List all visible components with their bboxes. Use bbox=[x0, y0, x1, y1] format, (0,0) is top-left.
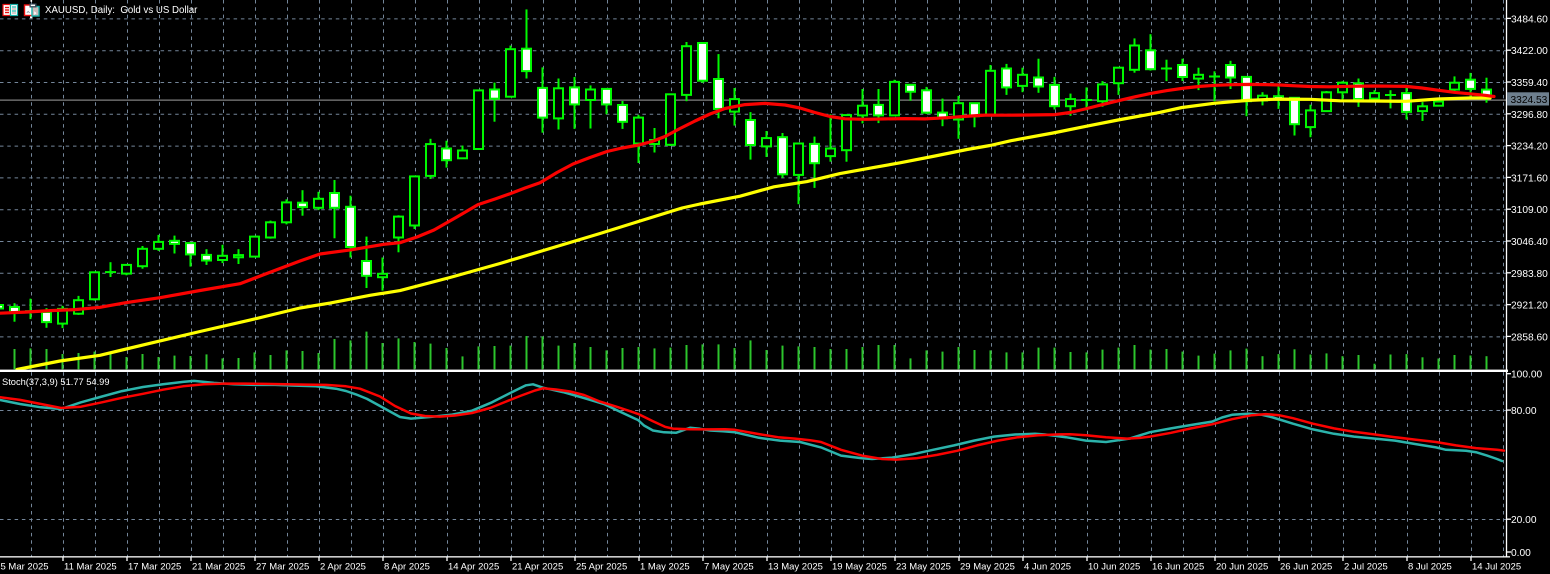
svg-text:14 Apr 2025: 14 Apr 2025 bbox=[448, 562, 499, 573]
svg-text:1 May 2025: 1 May 2025 bbox=[640, 562, 690, 573]
svg-text:3296.80: 3296.80 bbox=[1511, 110, 1548, 121]
svg-text:20.00: 20.00 bbox=[1511, 515, 1537, 526]
svg-text:14 Jul 2025: 14 Jul 2025 bbox=[1472, 562, 1521, 573]
svg-text:26 Jun 2025: 26 Jun 2025 bbox=[1280, 562, 1332, 573]
svg-text:3484.60: 3484.60 bbox=[1511, 14, 1548, 25]
svg-text:4 Jun 2025: 4 Jun 2025 bbox=[1024, 562, 1071, 573]
svg-text:17 Mar 2025: 17 Mar 2025 bbox=[128, 562, 181, 573]
svg-text:19 May 2025: 19 May 2025 bbox=[832, 562, 887, 573]
svg-text:3422.00: 3422.00 bbox=[1511, 46, 1548, 57]
svg-text:20 Jun 2025: 20 Jun 2025 bbox=[1216, 562, 1268, 573]
svg-text:21 Mar 2025: 21 Mar 2025 bbox=[192, 562, 245, 573]
svg-text:3171.60: 3171.60 bbox=[1511, 173, 1548, 184]
svg-text:7 May 2025: 7 May 2025 bbox=[704, 562, 754, 573]
svg-text:XAUUSD, Daily: Gold vs US Dol: XAUUSD, Daily: Gold vs US Dollar bbox=[45, 5, 198, 16]
svg-text:29 May 2025: 29 May 2025 bbox=[960, 562, 1015, 573]
svg-text:3324.53: 3324.53 bbox=[1511, 95, 1548, 106]
svg-text:8 Jul 2025: 8 Jul 2025 bbox=[1408, 562, 1452, 573]
svg-text:2983.80: 2983.80 bbox=[1511, 269, 1548, 280]
svg-text:3046.40: 3046.40 bbox=[1511, 237, 1548, 248]
svg-text:27 Mar 2025: 27 Mar 2025 bbox=[256, 562, 309, 573]
svg-text:Stoch(37,3,9) 51.77 54.99: Stoch(37,3,9) 51.77 54.99 bbox=[2, 377, 110, 387]
svg-text:25 Apr 2025: 25 Apr 2025 bbox=[576, 562, 627, 573]
svg-text:3109.00: 3109.00 bbox=[1511, 205, 1548, 216]
svg-text:100.00: 100.00 bbox=[1511, 370, 1542, 381]
svg-text:80.00: 80.00 bbox=[1511, 406, 1537, 417]
svg-text:5 Mar 2025: 5 Mar 2025 bbox=[1, 562, 49, 573]
svg-text:23 May 2025: 23 May 2025 bbox=[896, 562, 951, 573]
svg-text:2 Jul 2025: 2 Jul 2025 bbox=[1344, 562, 1388, 573]
svg-text:11 Mar 2025: 11 Mar 2025 bbox=[64, 562, 117, 573]
svg-text:3359.40: 3359.40 bbox=[1511, 78, 1548, 89]
svg-text:13 May 2025: 13 May 2025 bbox=[768, 562, 823, 573]
svg-text:2 Apr 2025: 2 Apr 2025 bbox=[320, 562, 366, 573]
svg-text:21 Apr 2025: 21 Apr 2025 bbox=[512, 562, 563, 573]
svg-text:16 Jun 2025: 16 Jun 2025 bbox=[1152, 562, 1204, 573]
svg-text:3234.20: 3234.20 bbox=[1511, 142, 1548, 153]
svg-text:10 Jun 2025: 10 Jun 2025 bbox=[1088, 562, 1140, 573]
svg-text:8 Apr 2025: 8 Apr 2025 bbox=[384, 562, 430, 573]
svg-text:2921.20: 2921.20 bbox=[1511, 301, 1548, 312]
svg-text:2858.60: 2858.60 bbox=[1511, 332, 1548, 343]
svg-text:0.00: 0.00 bbox=[1511, 548, 1531, 559]
